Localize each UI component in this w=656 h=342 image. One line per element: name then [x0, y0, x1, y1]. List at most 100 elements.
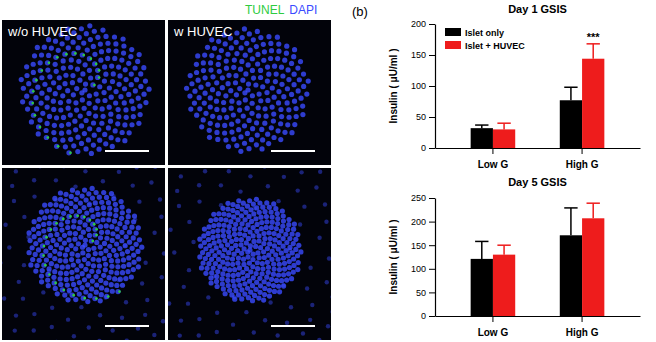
cell-nucleus [71, 143, 76, 148]
y-axis: 050100150200 [411, 19, 436, 153]
cell-nucleus [283, 232, 288, 237]
cell-nucleus [137, 237, 142, 242]
cell-nucleus [254, 229, 259, 234]
cell-nucleus [250, 126, 255, 131]
cell-nucleus [260, 266, 265, 271]
cell-nucleus [137, 199, 141, 203]
cell-nucleus [238, 226, 243, 231]
cell-nucleus [236, 255, 241, 260]
cell-nucleus [87, 68, 92, 73]
cell-nucleus [243, 71, 248, 76]
cell-nucleus [96, 212, 101, 217]
micrograph-background [168, 168, 331, 340]
cell-nucleus [109, 224, 114, 229]
cell-nucleus [282, 130, 287, 135]
cell-nucleus [82, 257, 87, 262]
cell-nucleus [83, 81, 88, 86]
cell-nucleus [60, 287, 65, 292]
x-axis-line [436, 316, 641, 317]
cell-nucleus [238, 189, 242, 193]
cell-nucleus [258, 283, 263, 288]
cell-nucleus [31, 113, 36, 118]
cell-nucleus [197, 183, 201, 187]
cell-nucleus [282, 261, 287, 266]
apoptotic-cell [48, 62, 51, 65]
cell-nucleus [57, 251, 62, 256]
cell-nucleus [281, 272, 286, 277]
cell-nucleus [255, 222, 260, 227]
significance-marker: *** [587, 31, 601, 43]
cell-nucleus [114, 241, 119, 246]
cell-nucleus [45, 277, 50, 282]
cell-nucleus [241, 201, 246, 206]
cell-nucleus [279, 251, 284, 256]
cell-nucleus [109, 258, 114, 263]
cell-nucleus [291, 82, 296, 87]
cell-nucleus [33, 268, 38, 273]
cell-nucleus [235, 118, 240, 123]
cell-nucleus [229, 292, 234, 297]
cell-nucleus [250, 298, 255, 303]
cell-nucleus [232, 267, 237, 272]
cell-nucleus [53, 215, 58, 220]
cell-nucleus [216, 55, 221, 60]
cell-nucleus [201, 68, 206, 73]
cell-nucleus [259, 271, 264, 276]
cell-nucleus [267, 288, 272, 293]
cell-nucleus [221, 223, 226, 228]
cell-nucleus [33, 252, 38, 257]
cell-nucleus [125, 339, 129, 340]
y-tick-mark [429, 316, 435, 317]
cell-nucleus [287, 265, 292, 270]
cell-nucleus [138, 71, 143, 76]
x-axis-line [436, 148, 641, 149]
cell-nucleus [70, 276, 75, 281]
cell-nucleus [98, 224, 103, 229]
cell-nucleus [113, 89, 118, 94]
cell-nucleus [217, 264, 222, 269]
cell-nucleus [232, 57, 237, 62]
cell-nucleus [242, 90, 247, 95]
cell-nucleus [134, 242, 139, 247]
cell-nucleus [314, 185, 318, 189]
cell-nucleus [80, 214, 85, 219]
cell-nucleus [99, 121, 104, 126]
cell-nucleus [214, 274, 219, 279]
cell-nucleus [101, 211, 106, 216]
cell-nucleus [76, 59, 81, 64]
cell-nucleus [270, 220, 275, 225]
cell-nucleus [19, 77, 24, 82]
cell-nucleus [106, 275, 111, 280]
cell-nucleus [123, 107, 128, 112]
cell-nucleus [216, 257, 221, 262]
cell-nucleus [259, 220, 264, 225]
apoptotic-cell [72, 294, 75, 297]
cell-nucleus [37, 258, 42, 263]
cell-nucleus [272, 64, 277, 69]
cell-nucleus [242, 123, 247, 128]
cell-nucleus [281, 218, 286, 223]
cell-nucleus [84, 31, 89, 36]
cell-nucleus [153, 168, 157, 169]
cell-nucleus [242, 232, 247, 237]
cell-nucleus [187, 94, 192, 99]
cell-nucleus [77, 219, 82, 224]
cell-nucleus [76, 45, 81, 50]
cell-nucleus [291, 227, 296, 232]
cell-nucleus [115, 107, 120, 112]
cell-nucleus [213, 261, 218, 266]
cell-nucleus [261, 58, 266, 63]
cell-nucleus [229, 99, 234, 104]
cell-nucleus [215, 311, 219, 315]
cell-nucleus [129, 274, 134, 279]
cell-nucleus [42, 203, 47, 208]
cell-nucleus [115, 137, 120, 142]
cell-nucleus [44, 257, 49, 262]
cell-nucleus [236, 272, 241, 277]
cell-nucleus [220, 260, 225, 265]
apoptotic-cell [32, 90, 35, 93]
cell-nucleus [63, 192, 68, 197]
cell-nucleus [275, 333, 279, 337]
cell-nucleus [285, 122, 290, 127]
cell-nucleus [114, 283, 119, 288]
